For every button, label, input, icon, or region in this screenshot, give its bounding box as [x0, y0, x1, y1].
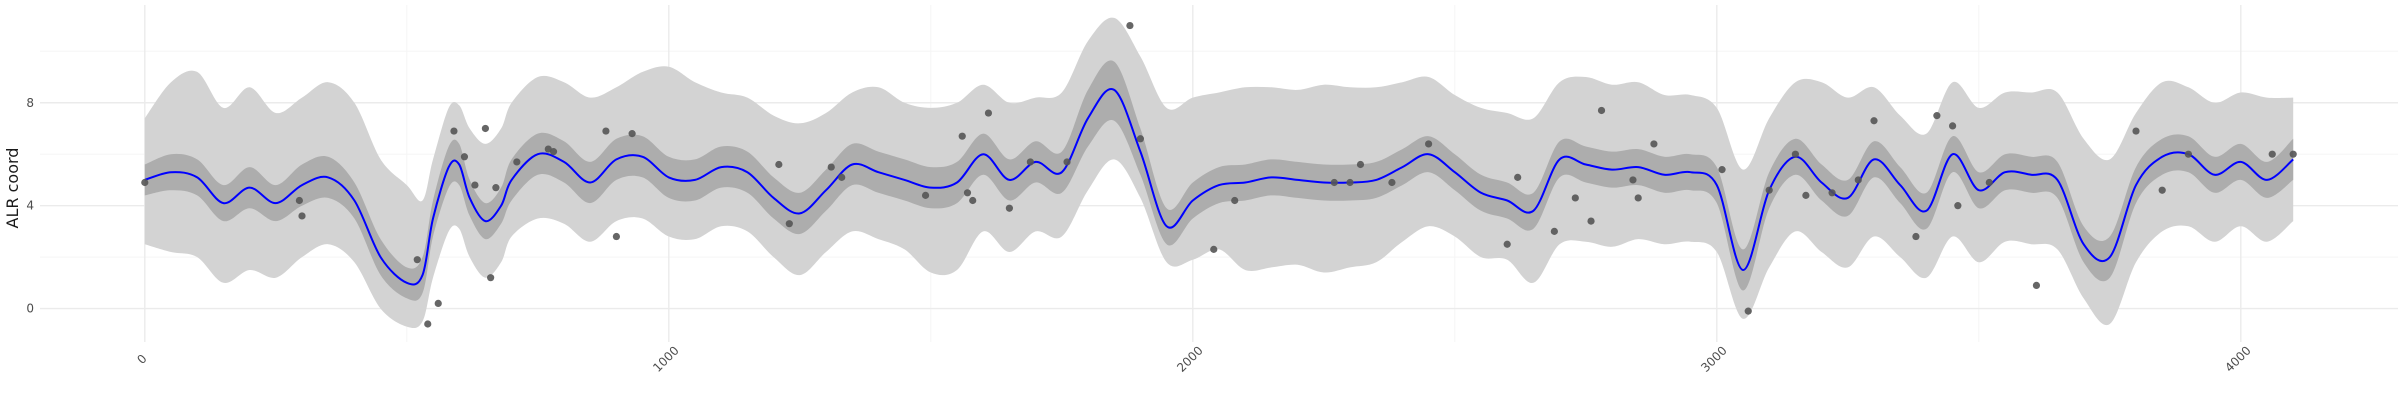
data-point [2268, 150, 2276, 158]
data-point [1330, 178, 1338, 187]
data-point [450, 127, 458, 135]
y-tick-label: 0 [26, 302, 34, 316]
data-point [1629, 176, 1637, 184]
data-point [513, 158, 521, 166]
data-point [298, 212, 306, 220]
data-point [1356, 160, 1365, 169]
data-point [2132, 127, 2140, 135]
data-point [434, 299, 442, 308]
x-tick-label: 2000 [1174, 343, 1205, 374]
data-point [602, 127, 610, 135]
data-point [2032, 281, 2041, 290]
x-tick-label: 3000 [1698, 343, 1729, 374]
data-point [1933, 112, 1941, 120]
data-point [984, 109, 993, 117]
y-tick-label: 8 [26, 96, 34, 110]
data-point [921, 191, 930, 199]
data-point [1985, 178, 1993, 187]
data-point [1597, 106, 1606, 115]
data-point [1231, 196, 1239, 205]
data-point [1503, 240, 1511, 248]
data-point [471, 181, 479, 189]
y-tick-label: 4 [26, 199, 34, 213]
data-point [549, 148, 558, 156]
data-point [1650, 140, 1658, 148]
y-axis-title: ALR coord [3, 148, 22, 229]
data-point [413, 256, 421, 264]
data-point [838, 173, 846, 181]
data-point [969, 196, 977, 205]
x-tick-label: 4000 [2222, 343, 2253, 374]
data-point [1346, 178, 1354, 187]
mean-line [144, 87, 2294, 286]
x-tick-label: 0 [134, 352, 149, 367]
data-point [1765, 186, 1773, 194]
data-point [1791, 150, 1799, 158]
data-point [1854, 176, 1862, 184]
data-point [628, 130, 636, 138]
data-point [1634, 194, 1642, 202]
data-point [958, 132, 966, 140]
data-point [1005, 204, 1014, 212]
x-axis-tick-labels: 0 1000 2000 3000 4000 [134, 343, 2253, 374]
data-point [775, 160, 783, 169]
data-point [1587, 217, 1595, 225]
data-point [1744, 307, 1752, 315]
data-point [492, 184, 500, 192]
data-point [1870, 117, 1878, 125]
data-point [141, 178, 149, 187]
data-point [1063, 158, 1071, 166]
data-point [1026, 158, 1034, 166]
observation-points [141, 21, 2297, 328]
data-point [1718, 166, 1726, 174]
data-point [1550, 227, 1558, 235]
data-point [481, 124, 489, 133]
data-point [785, 220, 793, 228]
data-point [424, 320, 432, 328]
data-point [1828, 189, 1836, 197]
data-point [460, 153, 469, 161]
data-point [1949, 122, 1957, 130]
data-point [1126, 21, 1134, 30]
data-point [1425, 140, 1433, 148]
data-point [963, 189, 972, 197]
data-point [2158, 186, 2166, 194]
data-point [2289, 150, 2297, 158]
data-point [1954, 202, 1962, 210]
data-point [1912, 232, 1920, 241]
data-point [487, 274, 495, 282]
data-point [827, 163, 835, 171]
x-tick-label: 1000 [650, 343, 681, 374]
data-point [1210, 245, 1218, 253]
data-point [1514, 173, 1522, 181]
data-point [1136, 135, 1144, 143]
data-point [2184, 150, 2192, 158]
data-point [1571, 194, 1579, 202]
data-point [1802, 191, 1810, 199]
data-point [1388, 178, 1396, 187]
data-point [612, 232, 621, 241]
y-axis-tick-labels: 0 4 8 [26, 96, 34, 316]
data-point [295, 196, 303, 205]
